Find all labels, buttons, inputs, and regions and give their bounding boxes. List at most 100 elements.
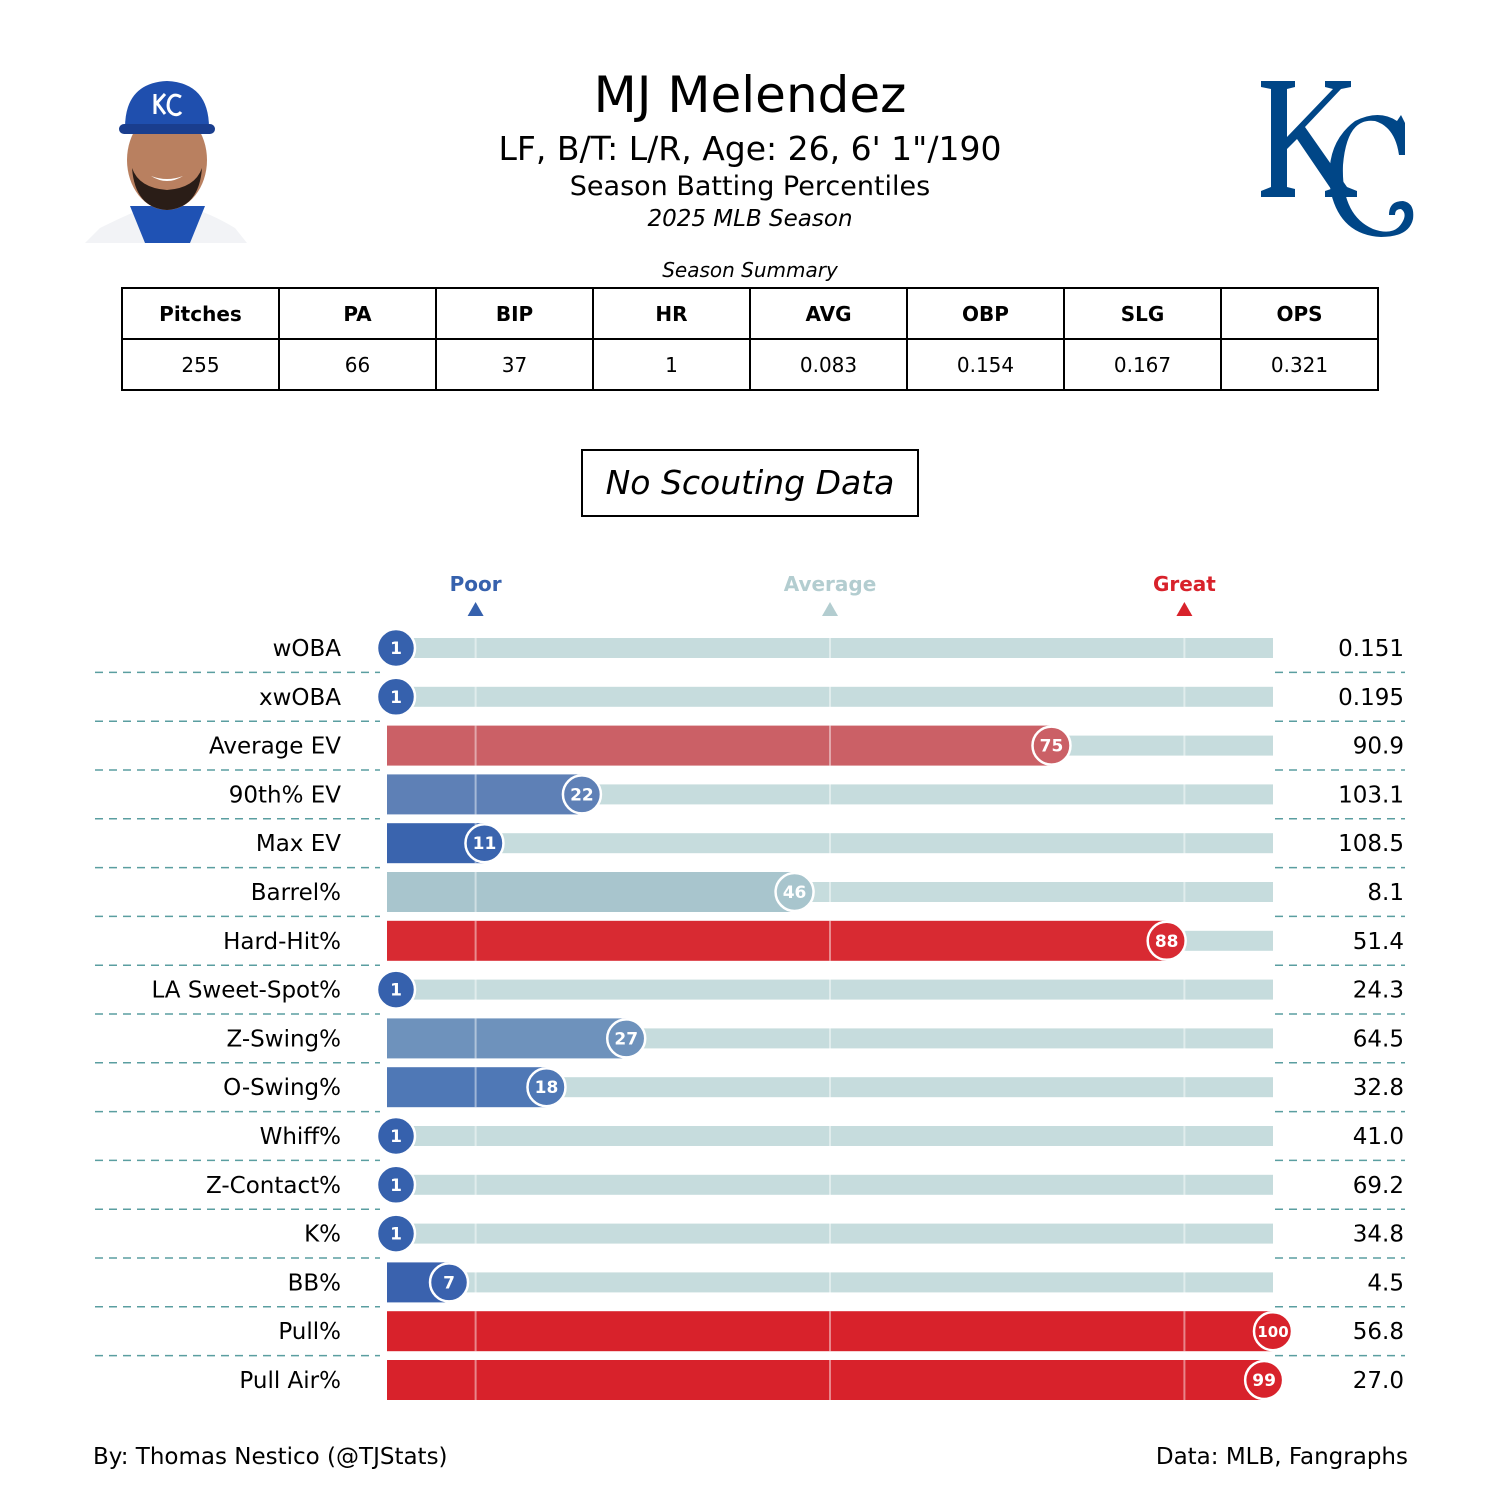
stat-value: 108.5 bbox=[1338, 831, 1404, 857]
no-scouting-data-box: No Scouting Data bbox=[581, 449, 919, 517]
percentile-label: 1 bbox=[390, 981, 402, 1001]
player-headshot bbox=[85, 81, 247, 243]
stat-value: 4.5 bbox=[1367, 1270, 1404, 1296]
metric-label: K% bbox=[304, 1222, 341, 1248]
chart-subtitle: Season Batting Percentiles bbox=[569, 171, 931, 202]
header-cell: OBP bbox=[906, 287, 1065, 340]
percentile-circle bbox=[375, 1115, 417, 1157]
marker-triangle-icon bbox=[1176, 602, 1193, 616]
bar-background bbox=[387, 784, 1273, 805]
bar-pull- bbox=[387, 1311, 1273, 1352]
bar-background bbox=[387, 1174, 1273, 1195]
header-cell: HR bbox=[592, 287, 751, 340]
percentile-circle bbox=[375, 627, 417, 669]
percentile-label: 11 bbox=[473, 834, 497, 854]
percentile-label: 1 bbox=[390, 1127, 402, 1147]
bar-background bbox=[387, 638, 1273, 658]
season-label: 2025 MLB Season bbox=[647, 206, 853, 232]
percentile-circle bbox=[375, 1164, 417, 1206]
author-credit: By: Thomas Nestico (@TJStats) bbox=[93, 1444, 448, 1470]
marker-label: Great bbox=[1153, 572, 1216, 596]
marker-label: Average bbox=[784, 572, 877, 596]
metric-label: O-Swing% bbox=[223, 1075, 341, 1101]
metric-label: Whiff% bbox=[260, 1124, 341, 1150]
percentile-label: 46 bbox=[783, 883, 807, 903]
header-cell: OPS bbox=[1220, 287, 1379, 340]
bar-pull-air- bbox=[387, 1360, 1265, 1400]
bar-background bbox=[387, 686, 1273, 707]
bar-z-swing- bbox=[387, 1018, 627, 1059]
percentile-label: 100 bbox=[1257, 1323, 1288, 1341]
bar-background bbox=[387, 833, 1273, 854]
bar-barrel- bbox=[387, 872, 795, 912]
bar-90th-ev bbox=[387, 774, 582, 815]
stat-value: 24.3 bbox=[1353, 978, 1404, 1004]
percentile-label: 27 bbox=[614, 1029, 638, 1049]
metric-label: Max EV bbox=[256, 831, 341, 857]
header-cell: BIP bbox=[435, 287, 594, 340]
percentile-circle bbox=[1243, 1359, 1285, 1401]
metric-label: Z-Contact% bbox=[206, 1173, 341, 1199]
stat-value: 64.5 bbox=[1353, 1026, 1404, 1052]
percentile-circle bbox=[774, 871, 815, 913]
header-cell: SLG bbox=[1063, 287, 1222, 340]
header-cell: PA bbox=[278, 287, 437, 340]
percentile-circle bbox=[428, 1262, 470, 1303]
bar-background bbox=[387, 1223, 1273, 1244]
value-cell: 1 bbox=[592, 338, 751, 391]
summary-caption: Season Summary bbox=[662, 258, 838, 282]
percentile-circle bbox=[375, 969, 417, 1010]
stat-value: 90.9 bbox=[1353, 734, 1404, 760]
metric-label: xwOBA bbox=[259, 685, 341, 711]
bar-background bbox=[387, 1077, 1273, 1098]
table-header-row: Pitches PA BIP HR AVG OBP SLG OPS bbox=[121, 287, 1379, 340]
stat-value: 69.2 bbox=[1353, 1173, 1404, 1199]
percentile-circle bbox=[605, 1018, 647, 1059]
value-cell: 0.083 bbox=[749, 338, 908, 391]
player-info: LF, B/T: L/R, Age: 26, 6' 1"/190 bbox=[498, 129, 1002, 168]
stat-value: 27.0 bbox=[1353, 1368, 1404, 1394]
value-cell: 0.154 bbox=[906, 338, 1065, 391]
team-logo bbox=[1261, 81, 1414, 237]
metric-label: wOBA bbox=[273, 636, 342, 662]
percentile-label: 1 bbox=[390, 1225, 402, 1245]
value-cell: 0.167 bbox=[1063, 338, 1222, 391]
bar-average-ev bbox=[387, 725, 1052, 766]
cap-logo-icon bbox=[153, 92, 183, 117]
percentile-label: 99 bbox=[1252, 1371, 1276, 1391]
marker-triangle-icon bbox=[822, 602, 838, 616]
marker-label: Poor bbox=[450, 572, 502, 596]
stat-value: 32.8 bbox=[1353, 1075, 1404, 1101]
percentile-label: 75 bbox=[1040, 737, 1064, 757]
metric-label: Pull% bbox=[278, 1319, 341, 1345]
marker-triangle-icon bbox=[467, 602, 484, 616]
stat-value: 0.195 bbox=[1338, 685, 1404, 711]
value-cell: 66 bbox=[278, 338, 437, 391]
stat-value: 51.4 bbox=[1353, 929, 1404, 955]
metric-label: Average EV bbox=[209, 734, 341, 760]
metric-label: LA Sweet-Spot% bbox=[151, 978, 341, 1004]
percentile-circle bbox=[1031, 725, 1072, 766]
percentile-label: 88 bbox=[1155, 932, 1179, 952]
percentile-circle bbox=[1146, 920, 1187, 962]
percentile-label: 1 bbox=[390, 639, 402, 659]
percentile-circle bbox=[526, 1066, 567, 1108]
percentile-label: 22 bbox=[570, 785, 594, 805]
stat-value: 103.1 bbox=[1338, 782, 1404, 808]
percentile-label: 18 bbox=[535, 1078, 559, 1098]
data-source: Data: MLB, Fangraphs bbox=[1155, 1444, 1408, 1470]
table-row: 255 66 37 1 0.083 0.154 0.167 0.321 bbox=[121, 338, 1379, 391]
player-name: MJ Melendez bbox=[593, 66, 907, 124]
metric-label: Pull Air% bbox=[239, 1368, 341, 1394]
bar-background bbox=[387, 979, 1273, 1000]
percentile-circle bbox=[464, 822, 505, 864]
season-summary-table: Pitches PA BIP HR AVG OBP SLG OPS 255 66… bbox=[121, 287, 1379, 391]
metric-label: Barrel% bbox=[251, 880, 341, 906]
value-cell: 0.321 bbox=[1220, 338, 1379, 391]
stat-value: 41.0 bbox=[1353, 1124, 1404, 1150]
stat-value: 0.151 bbox=[1338, 636, 1404, 662]
percentile-label: 7 bbox=[443, 1273, 455, 1293]
percentile-circle bbox=[1252, 1310, 1294, 1352]
header-cell: Pitches bbox=[121, 287, 280, 340]
